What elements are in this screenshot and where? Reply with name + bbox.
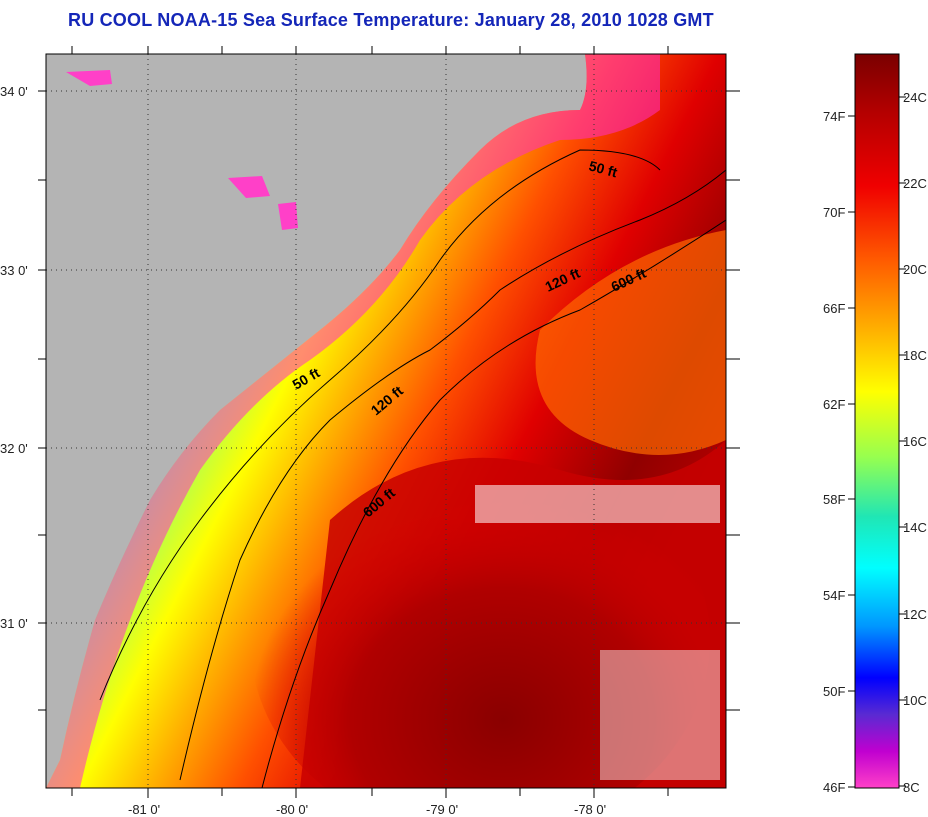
map-frame (45, 53, 727, 789)
contour-600ft (261, 219, 726, 788)
colorbar-c-label: 10C (903, 693, 927, 708)
lat-label: 34 0' (0, 84, 28, 99)
colorbar-c-label: 24C (903, 90, 927, 105)
colorbar-f-label: 50F (823, 684, 845, 699)
inland-lake (278, 202, 298, 230)
colorbar (854, 53, 900, 789)
colorbar-c-label: 8C (903, 780, 920, 795)
contour-label-50ft-north: 50 ft (587, 157, 619, 180)
colorbar-c-label: 16C (903, 434, 927, 449)
colorbar-c-label: 20C (903, 262, 927, 277)
colorbar-f-label: 46F (823, 780, 845, 795)
lon-label: -80 0' (276, 802, 308, 817)
cloud-band (475, 485, 720, 523)
colorbar-f-label: 62F (823, 397, 845, 412)
warm-eddy (535, 230, 726, 455)
colorbar-f-label: 66F (823, 301, 845, 316)
lat-label: 33 0' (0, 263, 28, 278)
lon-label: -79 0' (426, 802, 458, 817)
lat-ticks (38, 90, 740, 711)
map-title: RU COOL NOAA-15 Sea Surface Temperature:… (68, 10, 714, 30)
map-area: 50 ft 50 ft 120 ft 120 ft 600 ft 600 ft (46, 54, 726, 788)
colorbar-c-label: 22C (903, 176, 927, 191)
colorbar-c-label: 18C (903, 348, 927, 363)
map-gridlines (46, 54, 726, 788)
colorbar-f-label: 54F (823, 588, 845, 603)
cloud-patch (600, 650, 720, 780)
lat-label: 32 0' (0, 441, 28, 456)
colorbar-f-label: 70F (823, 205, 845, 220)
lon-label: -81 0' (128, 802, 160, 817)
contour-50ft (99, 149, 661, 701)
inland-lake (228, 176, 270, 198)
colorbar-f-label: 74F (823, 109, 845, 124)
coastal-cold-band (46, 54, 660, 788)
lon-ticks (71, 46, 669, 798)
colorbar-f-label: 58F (823, 492, 845, 507)
lat-label: 31 0' (0, 616, 28, 631)
gulf-stream-deep-core (250, 440, 710, 788)
lon-label: -78 0' (574, 802, 606, 817)
colorbar-ticks (848, 96, 906, 788)
colorbar-c-label: 12C (903, 607, 927, 622)
inland-lake (66, 70, 112, 86)
land-mass (46, 54, 587, 788)
contour-120ft (179, 169, 726, 781)
colorbar-c-label: 14C (903, 520, 927, 535)
